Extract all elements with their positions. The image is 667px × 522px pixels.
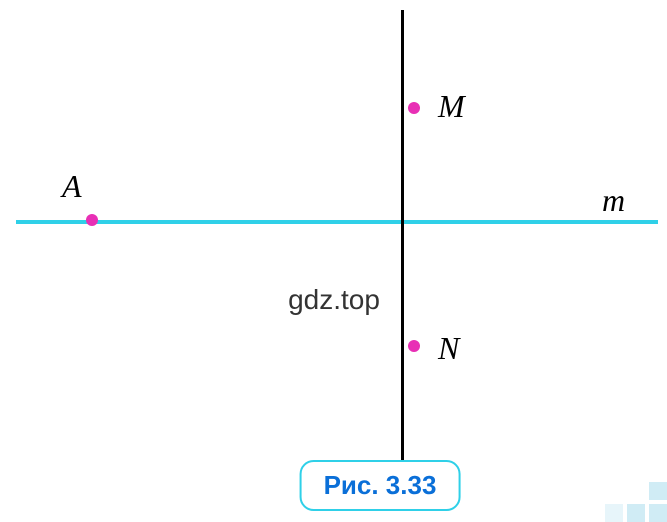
decor-square: [649, 504, 667, 522]
decor-square: [649, 482, 667, 500]
line-m: [16, 220, 658, 224]
label-m-point: M: [438, 88, 465, 125]
label-n: N: [438, 330, 459, 367]
point-n: [408, 340, 420, 352]
figure-caption: Рис. 3.33: [300, 460, 461, 511]
point-m: [408, 102, 420, 114]
label-m-line: m: [602, 182, 625, 219]
line-vertical: [401, 10, 404, 462]
corner-decoration: [587, 482, 667, 522]
diagram-canvas: A M N m gdz.top Рис. 3.33: [0, 0, 667, 522]
decor-square: [605, 504, 623, 522]
point-a: [86, 214, 98, 226]
label-a: A: [62, 168, 82, 205]
watermark-text: gdz.top: [288, 284, 380, 316]
decor-square: [627, 504, 645, 522]
